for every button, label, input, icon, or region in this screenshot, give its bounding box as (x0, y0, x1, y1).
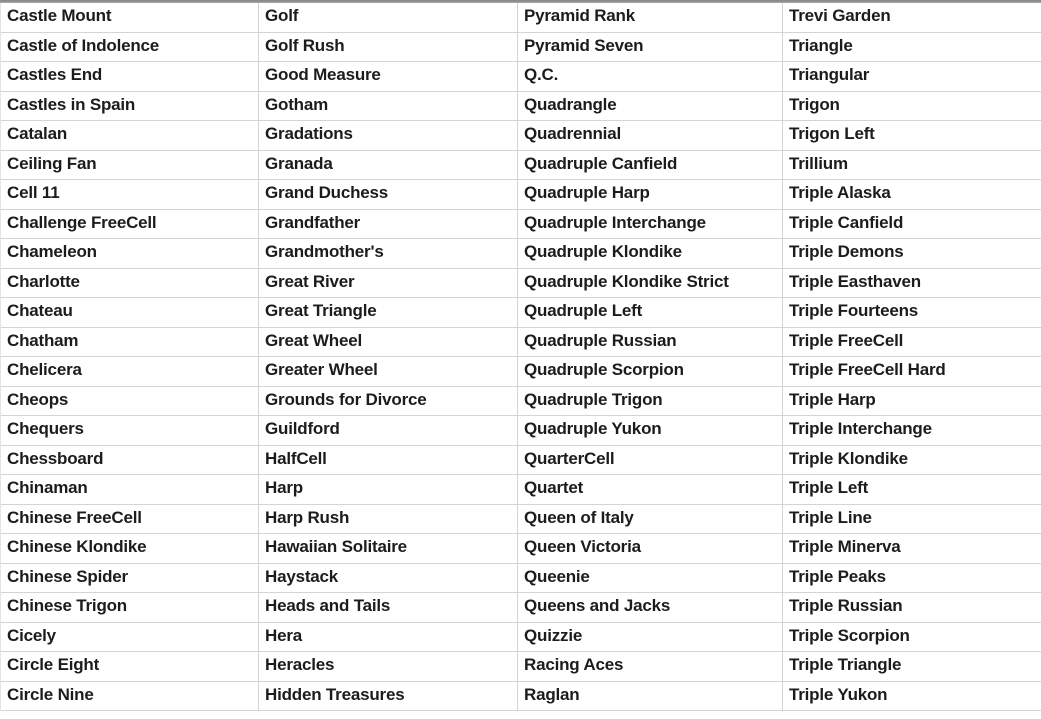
game-cell[interactable]: Triple Demons (783, 239, 1041, 269)
game-cell[interactable]: Triangle (783, 32, 1041, 62)
game-cell[interactable]: QuarterCell (518, 445, 783, 475)
game-cell[interactable]: HalfCell (259, 445, 518, 475)
game-cell[interactable]: Charlotte (1, 268, 259, 298)
game-cell[interactable]: Pyramid Seven (518, 32, 783, 62)
game-cell[interactable]: Raglan (518, 681, 783, 711)
game-cell[interactable]: Chelicera (1, 357, 259, 387)
game-cell[interactable]: Triple FreeCell (783, 327, 1041, 357)
games-table: Castle Mount Castle of Indolence Castles E… (0, 3, 1041, 711)
game-cell[interactable]: Cheops (1, 386, 259, 416)
game-cell[interactable]: Golf (259, 3, 518, 33)
game-cell[interactable]: Quartet (518, 475, 783, 505)
game-cell[interactable]: Chequers (1, 416, 259, 446)
game-cell[interactable]: Chateau (1, 298, 259, 328)
game-cell[interactable]: Gradations (259, 121, 518, 151)
game-cell[interactable]: Circle Nine (1, 681, 259, 711)
game-cell[interactable]: Triple Scorpion (783, 622, 1041, 652)
game-cell[interactable]: Triple Canfield (783, 209, 1041, 239)
game-cell[interactable]: Grand Duchess (259, 180, 518, 210)
game-cell[interactable]: Chameleon (1, 239, 259, 269)
game-cell[interactable]: Triple Left (783, 475, 1041, 505)
game-cell[interactable]: Quadruple Yukon (518, 416, 783, 446)
game-cell[interactable]: Quadruple Russian (518, 327, 783, 357)
game-cell[interactable]: Cicely (1, 622, 259, 652)
game-cell[interactable]: Challenge FreeCell (1, 209, 259, 239)
game-cell[interactable]: Triple Easthaven (783, 268, 1041, 298)
game-cell[interactable]: Quadrangle (518, 91, 783, 121)
game-cell[interactable]: Heracles (259, 652, 518, 682)
game-cell[interactable]: Chinaman (1, 475, 259, 505)
game-cell[interactable]: Great Wheel (259, 327, 518, 357)
game-cell[interactable]: Triple Interchange (783, 416, 1041, 446)
game-cell[interactable]: Golf Rush (259, 32, 518, 62)
game-cell[interactable]: Good Measure (259, 62, 518, 92)
game-cell[interactable]: Circle Eight (1, 652, 259, 682)
game-cell[interactable]: Queen of Italy (518, 504, 783, 534)
game-cell[interactable]: Quadruple Interchange (518, 209, 783, 239)
game-cell[interactable]: Greater Wheel (259, 357, 518, 387)
game-cell[interactable]: Chinese FreeCell (1, 504, 259, 534)
game-cell[interactable]: Hera (259, 622, 518, 652)
game-cell[interactable]: Quadruple Trigon (518, 386, 783, 416)
game-cell[interactable]: Pyramid Rank (518, 3, 783, 33)
game-cell[interactable]: Quizzie (518, 622, 783, 652)
game-cell[interactable]: Quadruple Klondike Strict (518, 268, 783, 298)
game-cell[interactable]: Racing Aces (518, 652, 783, 682)
game-cell[interactable]: Hidden Treasures (259, 681, 518, 711)
game-cell[interactable]: Triple Line (783, 504, 1041, 534)
game-cell[interactable]: Castle Mount (1, 3, 259, 33)
game-cell[interactable]: Triple Harp (783, 386, 1041, 416)
game-cell[interactable]: Chessboard (1, 445, 259, 475)
game-cell[interactable]: Quadruple Scorpion (518, 357, 783, 387)
game-cell[interactable]: Grandmother's (259, 239, 518, 269)
game-cell[interactable]: Chinese Trigon (1, 593, 259, 623)
game-cell[interactable]: Harp (259, 475, 518, 505)
game-cell[interactable]: Grounds for Divorce (259, 386, 518, 416)
game-cell[interactable]: Triangular (783, 62, 1041, 92)
game-cell[interactable]: Triple Peaks (783, 563, 1041, 593)
game-cell[interactable]: Q.C. (518, 62, 783, 92)
game-cell[interactable]: Triple Triangle (783, 652, 1041, 682)
game-cell[interactable]: Trigon Left (783, 121, 1041, 151)
game-cell[interactable]: Guildford (259, 416, 518, 446)
game-cell[interactable]: Quadruple Klondike (518, 239, 783, 269)
game-cell[interactable]: Triple Klondike (783, 445, 1041, 475)
game-cell[interactable]: Heads and Tails (259, 593, 518, 623)
game-cell[interactable]: Grandfather (259, 209, 518, 239)
game-cell[interactable]: Trigon (783, 91, 1041, 121)
game-cell[interactable]: Queenie (518, 563, 783, 593)
game-cell[interactable]: Castles End (1, 62, 259, 92)
game-cell[interactable]: Quadruple Canfield (518, 150, 783, 180)
game-cell[interactable]: Haystack (259, 563, 518, 593)
game-cell[interactable]: Chatham (1, 327, 259, 357)
game-cell[interactable]: Cell 11 (1, 180, 259, 210)
game-cell[interactable]: Granada (259, 150, 518, 180)
game-cell[interactable]: Trillium (783, 150, 1041, 180)
game-cell[interactable]: Chinese Klondike (1, 534, 259, 564)
game-cell[interactable]: Triple Yukon (783, 681, 1041, 711)
game-cell[interactable]: Triple Russian (783, 593, 1041, 623)
game-cell[interactable]: Castles in Spain (1, 91, 259, 121)
game-cell[interactable]: Harp Rush (259, 504, 518, 534)
table-top-border (0, 0, 1041, 3)
game-cell[interactable]: Triple Alaska (783, 180, 1041, 210)
game-cell[interactable]: Great River (259, 268, 518, 298)
game-cell[interactable]: Triple Minerva (783, 534, 1041, 564)
game-cell[interactable]: Quadruple Harp (518, 180, 783, 210)
game-cell[interactable]: Great Triangle (259, 298, 518, 328)
game-cell[interactable]: Quadruple Left (518, 298, 783, 328)
game-cell[interactable]: Hawaiian Solitaire (259, 534, 518, 564)
game-cell[interactable]: Chinese Spider (1, 563, 259, 593)
game-cell[interactable]: Quadrennial (518, 121, 783, 151)
game-cell[interactable]: Castle of Indolence (1, 32, 259, 62)
game-cell[interactable]: Catalan (1, 121, 259, 151)
game-cell[interactable]: Ceiling Fan (1, 150, 259, 180)
game-cell[interactable]: Gotham (259, 91, 518, 121)
game-cell[interactable]: Triple Fourteens (783, 298, 1041, 328)
game-cell[interactable]: Triple FreeCell Hard (783, 357, 1041, 387)
game-cell[interactable]: Queen Victoria (518, 534, 783, 564)
game-cell[interactable]: Trevi Garden (783, 3, 1041, 33)
game-cell[interactable]: Queens and Jacks (518, 593, 783, 623)
